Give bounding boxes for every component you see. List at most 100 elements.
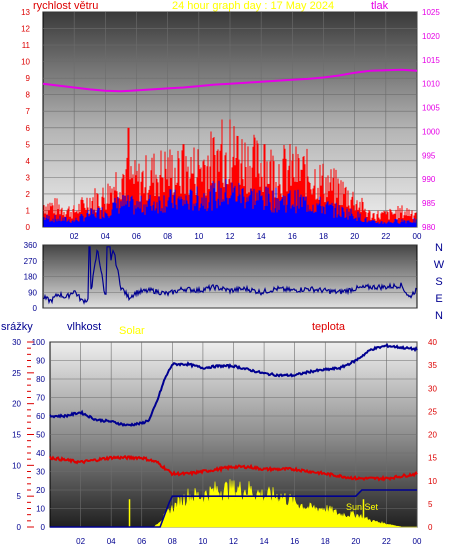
direction-y-ticks: 0 90 180 270 360 bbox=[24, 241, 38, 313]
climate-x-tick: 14 bbox=[260, 537, 269, 546]
climate-x-tick: 04 bbox=[107, 537, 116, 546]
humidity-y-tick: 100 bbox=[32, 338, 46, 347]
wind-x-tick: 08 bbox=[163, 232, 172, 241]
wind-x-ticks: 02 04 06 08 10 12 14 16 18 20 22 00 bbox=[70, 232, 422, 241]
humidity-y-ticks: 0 10 20 30 40 50 60 70 80 90 100 bbox=[32, 338, 46, 532]
wind-x-tick: 00 bbox=[413, 232, 422, 241]
temperature-y-tick: 15 bbox=[428, 454, 437, 463]
direction-y-tick: 0 bbox=[33, 304, 38, 313]
rain-axis-label: srážky bbox=[1, 321, 33, 333]
compass-label: N bbox=[435, 310, 443, 322]
sunset-label: Sun Set bbox=[346, 502, 379, 512]
climate-x-tick: 10 bbox=[198, 537, 207, 546]
direction-y-tick: 90 bbox=[28, 288, 37, 297]
wind-y-tick: 3 bbox=[26, 173, 31, 182]
climate-x-tick: 06 bbox=[137, 537, 146, 546]
rain-y-ticks: 0 5 10 15 20 25 30 bbox=[12, 338, 34, 532]
humidity-y-tick: 20 bbox=[36, 486, 45, 495]
direction-series-line bbox=[43, 246, 417, 305]
direction-y-tick: 360 bbox=[24, 241, 38, 250]
wind-x-tick: 10 bbox=[194, 232, 203, 241]
wind-y-tick: 4 bbox=[26, 157, 31, 166]
humidity-y-tick: 30 bbox=[36, 468, 45, 477]
humidity-y-tick: 90 bbox=[36, 357, 45, 366]
wind-x-tick: 16 bbox=[288, 232, 297, 241]
climate-x-tick: 08 bbox=[168, 537, 177, 546]
wind-x-tick: 18 bbox=[319, 232, 328, 241]
temperature-axis-label: teplota bbox=[312, 321, 346, 333]
pressure-y-tick: 1000 bbox=[422, 127, 440, 136]
climate-x-tick: 18 bbox=[321, 537, 330, 546]
pressure-line bbox=[42, 68, 418, 93]
compass-label: N bbox=[435, 242, 443, 254]
rain-y-tick: 20 bbox=[12, 400, 21, 409]
humidity-y-tick: 0 bbox=[41, 523, 46, 532]
pressure-y-ticks: 980 985 990 995 1000 1005 1010 1015 1020 1025 bbox=[422, 8, 440, 232]
rain-y-tick: 0 bbox=[17, 523, 22, 532]
wind-y-tick: 10 bbox=[21, 58, 30, 67]
wind-y-tick: 8 bbox=[26, 91, 31, 100]
pressure-y-tick: 1020 bbox=[422, 32, 440, 41]
pressure-y-tick: 995 bbox=[422, 151, 436, 160]
humidity-y-tick: 40 bbox=[36, 449, 45, 458]
pressure-y-tick: 990 bbox=[422, 175, 436, 184]
direction-line bbox=[43, 246, 417, 305]
wind-x-tick: 22 bbox=[381, 232, 390, 241]
temperature-line bbox=[49, 454, 418, 482]
temperature-y-tick: 5 bbox=[428, 500, 433, 509]
compass-label: S bbox=[435, 276, 442, 288]
wind-y-tick: 13 bbox=[21, 8, 30, 17]
pressure-y-tick: 985 bbox=[422, 199, 436, 208]
wind-y-tick: 12 bbox=[21, 25, 30, 34]
pressure-y-tick: 1010 bbox=[422, 80, 440, 89]
climate-x-tick: 12 bbox=[229, 537, 238, 546]
rain-y-tick: 10 bbox=[12, 461, 21, 470]
wind-y-tick: 11 bbox=[22, 41, 31, 50]
humidity-line bbox=[49, 342, 418, 427]
climate-x-tick: 02 bbox=[76, 537, 85, 546]
climate-panel: 0 5 10 15 20 25 30 0 10 20 30 40 50 60 70 80 90 100 0 5 10… bbox=[1, 321, 437, 546]
wind-y-tick: 1 bbox=[26, 206, 31, 215]
humidity-series-line bbox=[49, 342, 418, 427]
wind-y-tick: 0 bbox=[26, 223, 31, 232]
temperature-y-tick: 0 bbox=[428, 523, 433, 532]
humidity-y-tick: 60 bbox=[36, 412, 45, 421]
humidity-y-tick: 80 bbox=[36, 375, 45, 384]
wind-y-tick: 9 bbox=[26, 74, 31, 83]
climate-x-tick: 00 bbox=[413, 537, 422, 546]
humidity-y-tick: 70 bbox=[36, 394, 45, 403]
pressure-series-line bbox=[42, 68, 418, 93]
wind-y-tick: 7 bbox=[26, 107, 31, 116]
rain-y-tick: 15 bbox=[12, 431, 21, 440]
temperature-y-tick: 40 bbox=[428, 338, 437, 347]
rain-y-tick: 25 bbox=[12, 369, 21, 378]
temperature-series-line bbox=[49, 454, 418, 482]
direction-y-tick: 180 bbox=[24, 273, 38, 282]
wind-axis-label: rychlost větru bbox=[33, 0, 98, 12]
wind-y-tick: 5 bbox=[26, 140, 31, 149]
wind-bars bbox=[43, 119, 417, 227]
rain-y-tick: 5 bbox=[17, 492, 22, 501]
temperature-y-ticks: 0 5 10 15 20 25 30 35 40 bbox=[428, 338, 437, 532]
temperature-y-tick: 35 bbox=[428, 361, 437, 370]
humidity-y-tick: 10 bbox=[36, 505, 45, 514]
temperature-y-tick: 25 bbox=[428, 407, 437, 416]
direction-grid bbox=[43, 244, 417, 309]
temperature-y-tick: 10 bbox=[428, 477, 437, 486]
wind-x-tick: 06 bbox=[132, 232, 141, 241]
pressure-axis-label: tlak bbox=[371, 0, 389, 12]
wind-x-tick: 04 bbox=[101, 232, 110, 241]
rain-line bbox=[50, 489, 417, 528]
chart-title: 24 hour graph day : 17 May 2024 bbox=[172, 0, 334, 12]
humidity-y-tick: 50 bbox=[36, 431, 45, 440]
climate-x-tick: 16 bbox=[290, 537, 299, 546]
compass-label: E bbox=[435, 293, 442, 305]
pressure-y-tick: 980 bbox=[422, 223, 436, 232]
compass-label: W bbox=[434, 259, 445, 271]
